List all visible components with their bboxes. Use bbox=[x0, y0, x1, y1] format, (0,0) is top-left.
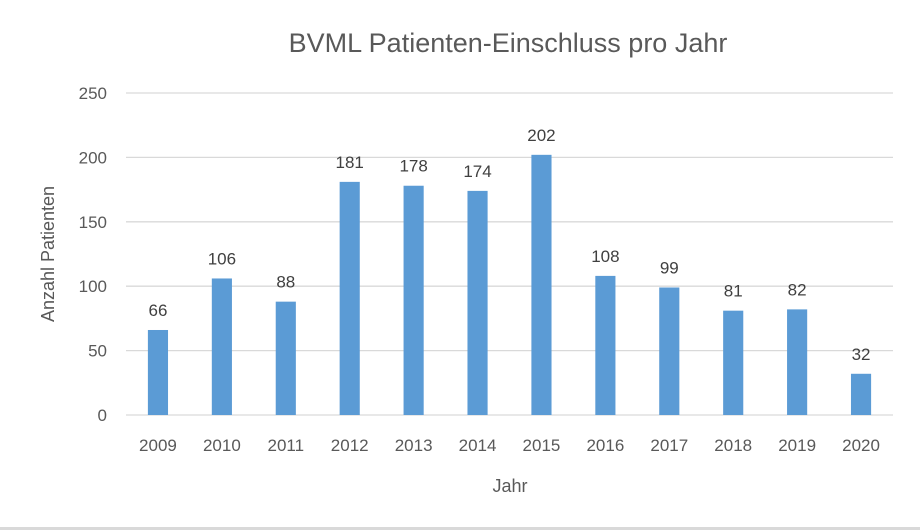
data-label-2013: 178 bbox=[399, 157, 427, 176]
data-label-2011: 88 bbox=[276, 273, 295, 292]
data-label-2020: 32 bbox=[852, 345, 871, 364]
data-label-2012: 181 bbox=[336, 153, 364, 172]
x-axis-title: Jahr bbox=[492, 476, 527, 496]
x-tick-label-2011: 2011 bbox=[268, 436, 305, 455]
bar-2020 bbox=[850, 373, 872, 415]
bar-2014 bbox=[467, 190, 488, 415]
x-tick-label-2010: 2010 bbox=[203, 436, 241, 455]
data-label-2009: 66 bbox=[148, 301, 167, 320]
data-label-2019: 82 bbox=[788, 280, 807, 299]
x-tick-label-2009: 2009 bbox=[139, 436, 177, 455]
bottom-border bbox=[0, 527, 920, 530]
x-tick-label-2017: 2017 bbox=[650, 436, 688, 455]
y-tick-label: 150 bbox=[79, 213, 107, 232]
bar-2017 bbox=[659, 287, 680, 415]
bar-2016 bbox=[595, 275, 616, 415]
x-tick-label-2013: 2013 bbox=[395, 436, 433, 455]
x-tick-label-2015: 2015 bbox=[523, 436, 561, 455]
bar-2010 bbox=[211, 278, 232, 415]
data-label-2014: 174 bbox=[463, 162, 491, 181]
data-label-2016: 108 bbox=[591, 247, 619, 266]
y-tick-label: 200 bbox=[79, 148, 107, 167]
y-axis-title: Anzahl Patienten bbox=[38, 186, 58, 322]
y-tick-label: 50 bbox=[88, 342, 107, 361]
bar-2015 bbox=[531, 154, 552, 415]
x-axis-ticks: 2009 2010 2011 2012 2013 2014 2015 2016 2017 2018… bbox=[139, 436, 880, 455]
bar-2018 bbox=[723, 310, 744, 415]
bars bbox=[147, 154, 872, 415]
bar-2013 bbox=[403, 185, 424, 415]
gridlines bbox=[126, 92, 893, 416]
data-label-2017: 99 bbox=[660, 258, 679, 277]
x-tick-label-2018: 2018 bbox=[714, 436, 752, 455]
x-tick-label-2016: 2016 bbox=[586, 436, 624, 455]
y-tick-label: 100 bbox=[79, 277, 107, 296]
y-tick-label: 250 bbox=[79, 84, 107, 103]
bar-2012 bbox=[339, 181, 360, 415]
bar-2009 bbox=[147, 329, 169, 415]
data-label-2015: 202 bbox=[527, 126, 555, 145]
x-tick-label-2014: 2014 bbox=[459, 436, 497, 455]
bar-2019 bbox=[787, 309, 808, 415]
data-label-2010: 106 bbox=[208, 249, 236, 268]
data-labels: 66 106 88 181 178 174 202 108 99 81 82 32 bbox=[148, 126, 870, 364]
y-tick-label: 0 bbox=[98, 406, 107, 425]
x-tick-label-2019: 2019 bbox=[778, 436, 816, 455]
y-axis-ticks: 0 50 100 150 200 250 bbox=[79, 84, 107, 425]
x-tick-label-2012: 2012 bbox=[331, 436, 369, 455]
data-label-2018: 81 bbox=[724, 282, 743, 301]
x-tick-label-2020: 2020 bbox=[842, 436, 880, 455]
chart-title: BVML Patienten-Einschluss pro Jahr bbox=[289, 28, 728, 58]
bar-2011 bbox=[275, 301, 296, 415]
